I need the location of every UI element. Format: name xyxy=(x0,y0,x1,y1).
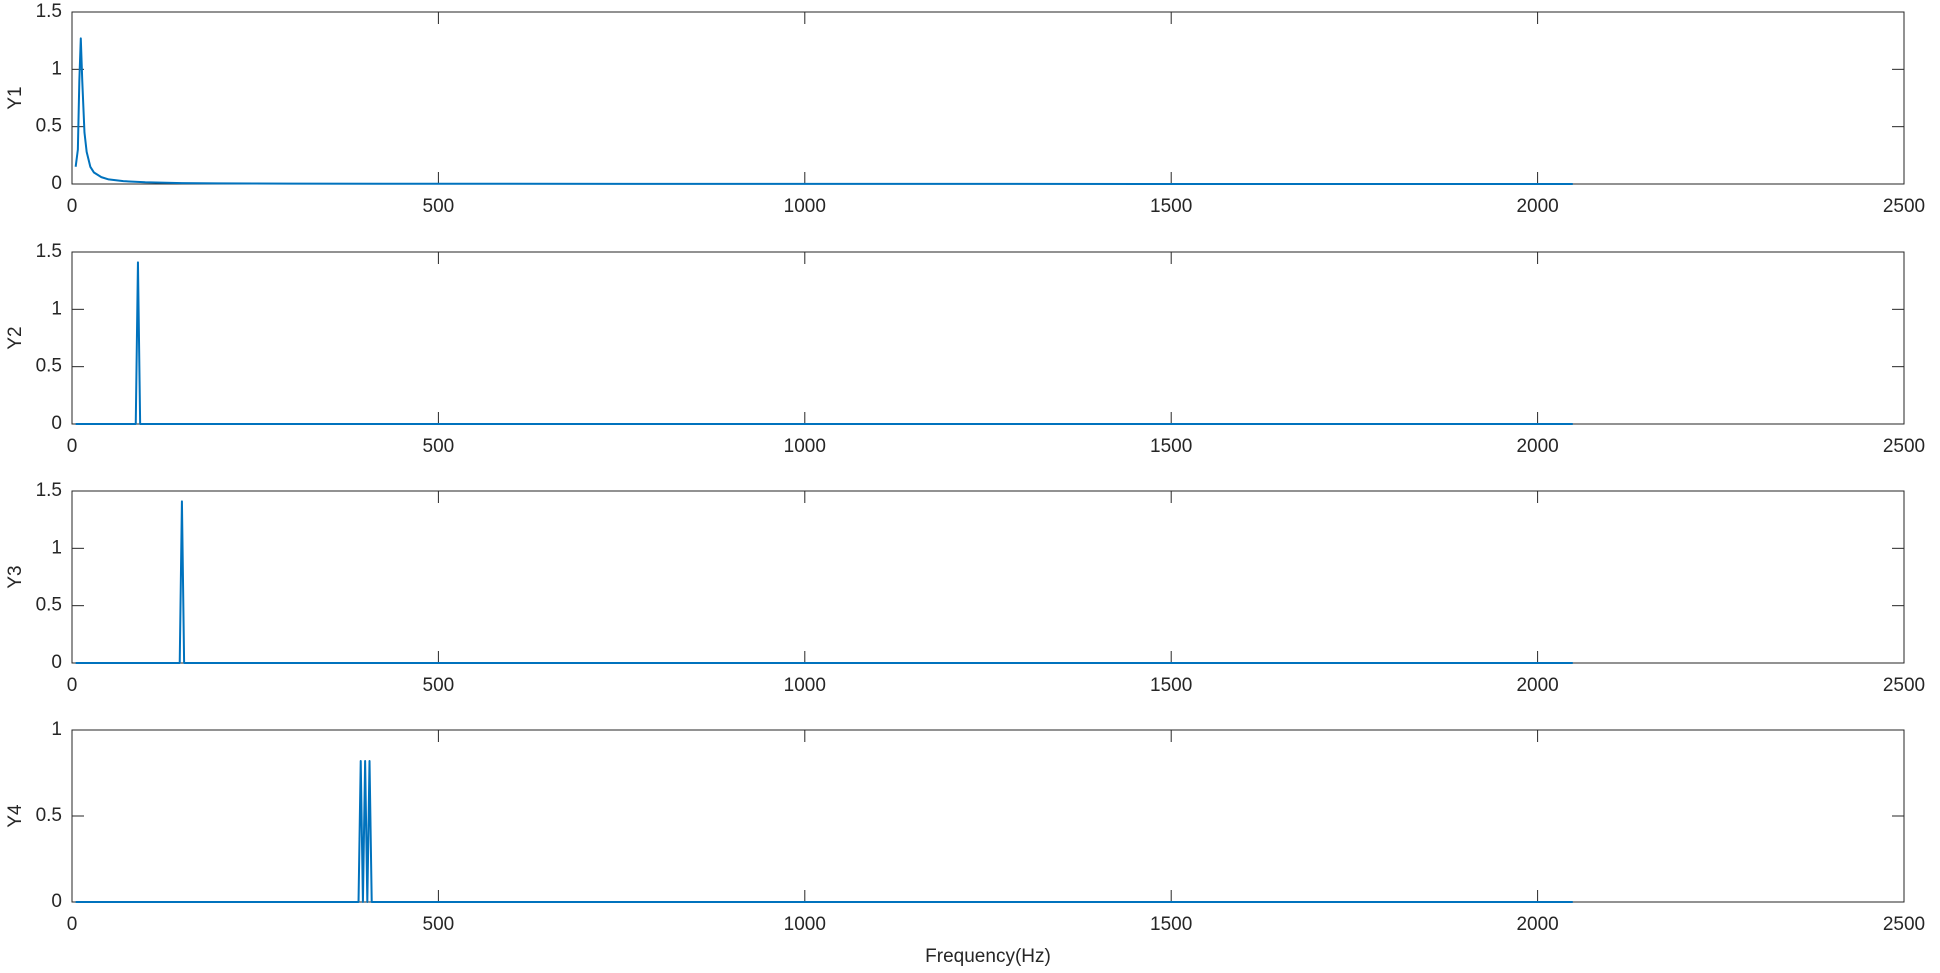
y-tick-label: 0.5 xyxy=(36,116,62,137)
y-tick-label: 1 xyxy=(51,719,62,740)
x-tick-label: 2000 xyxy=(1516,914,1558,935)
plot-frame xyxy=(71,251,1905,425)
x-tick-label: 500 xyxy=(423,196,455,217)
x-tick-label: 1500 xyxy=(1150,196,1192,217)
data-line xyxy=(75,759,1573,903)
y-axis-label: Y2 xyxy=(5,326,26,349)
x-tick-label: 0 xyxy=(67,914,78,935)
y-tick-label: 0 xyxy=(51,652,62,673)
x-tick-label: 2500 xyxy=(1883,436,1925,457)
x-tick-label: 0 xyxy=(67,675,78,696)
plot-frame xyxy=(71,490,1905,664)
x-tick-label: 2500 xyxy=(1883,914,1925,935)
y-tick-label: 0 xyxy=(51,413,62,434)
y-tick-label: 1.5 xyxy=(36,480,62,501)
x-tick-label: 2500 xyxy=(1883,675,1925,696)
y-axis-label: Y1 xyxy=(5,86,26,109)
y-tick-label: 0 xyxy=(51,173,62,194)
y-axis-label: Y4 xyxy=(5,804,26,828)
x-tick-label: 500 xyxy=(423,675,455,696)
x-tick-label: 2000 xyxy=(1516,675,1558,696)
plot-frame xyxy=(71,729,1905,903)
x-tick-label: 2500 xyxy=(1883,196,1925,217)
data-line xyxy=(75,261,1573,425)
x-tick-label: 1500 xyxy=(1150,436,1192,457)
plot-frame xyxy=(71,11,1905,185)
x-tick-label: 2000 xyxy=(1516,196,1558,217)
y-tick-label: 1 xyxy=(51,298,62,319)
y-tick-label: 0 xyxy=(51,891,62,912)
x-tick-label: 0 xyxy=(67,196,78,217)
x-axis-label: Frequency(Hz) xyxy=(925,946,1051,967)
x-tick-label: 500 xyxy=(423,436,455,457)
y-tick-label: 1 xyxy=(51,537,62,558)
x-tick-label: 1000 xyxy=(784,675,826,696)
x-tick-label: 2000 xyxy=(1516,436,1558,457)
data-line xyxy=(74,37,1573,185)
x-tick-label: 1000 xyxy=(784,914,826,935)
y-tick-label: 1.5 xyxy=(36,241,62,262)
x-tick-label: 1000 xyxy=(784,436,826,457)
y-axis-label: Y3 xyxy=(5,565,26,588)
x-tick-label: 1500 xyxy=(1150,914,1192,935)
x-tick-label: 0 xyxy=(67,436,78,457)
y-tick-label: 0.5 xyxy=(36,805,62,826)
y-tick-label: 0.5 xyxy=(36,595,62,616)
y-tick-label: 0.5 xyxy=(36,356,62,377)
y-tick-label: 1.5 xyxy=(36,1,62,22)
x-tick-label: 500 xyxy=(423,914,455,935)
data-line xyxy=(75,500,1573,664)
x-tick-label: 1000 xyxy=(784,196,826,217)
y-tick-label: 1 xyxy=(51,58,62,79)
x-tick-label: 1500 xyxy=(1150,675,1192,696)
